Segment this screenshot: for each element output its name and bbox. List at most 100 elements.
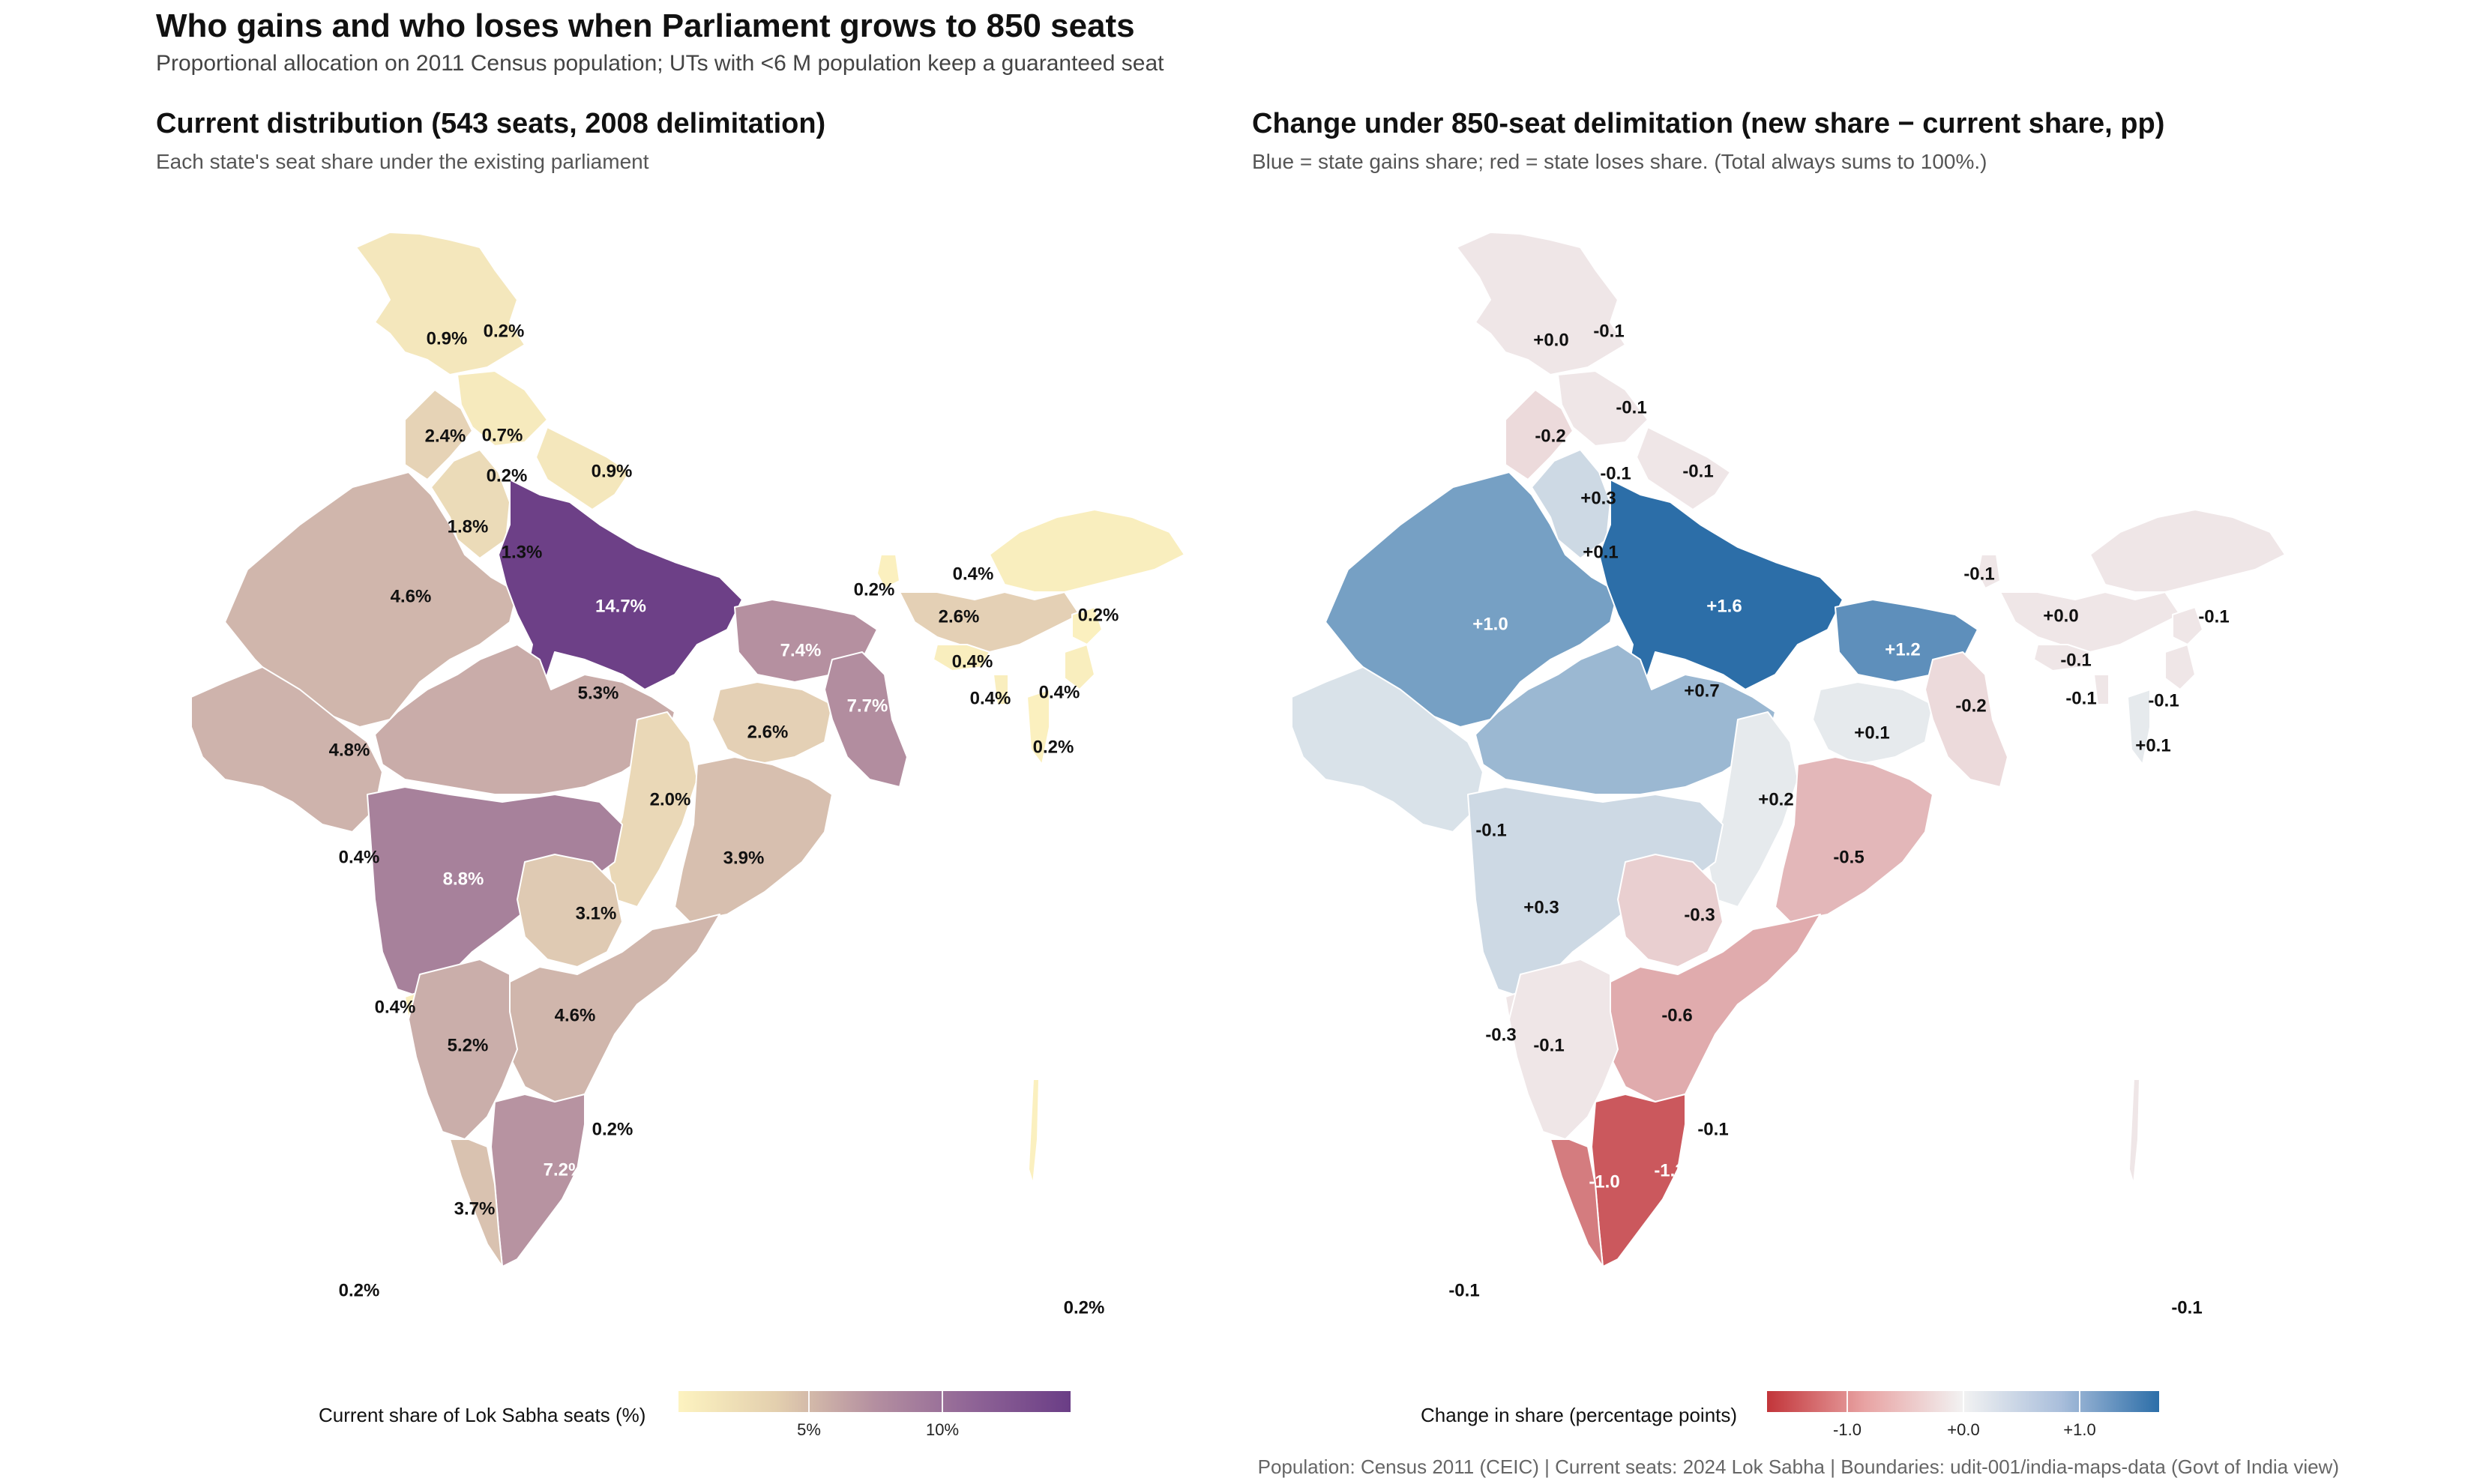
state-haryana-delhi-change	[1531, 449, 1611, 559]
region-value-label: 3.7%	[454, 1198, 496, 1219]
left-legend-tick-label: 5%	[797, 1420, 821, 1439]
region-value-label: +0.3	[1580, 488, 1616, 508]
region-value-label: -1.0	[1589, 1171, 1619, 1192]
region-value-label: -0.1	[2065, 688, 2096, 708]
region-value-label: 2.4%	[425, 426, 466, 446]
region-value-label: -0.1	[2060, 650, 2091, 670]
state-assam-change	[1999, 591, 2181, 653]
state-gujarat	[190, 666, 383, 833]
region-value-label: 7.4%	[780, 640, 822, 660]
region-value-label: -0.1	[1448, 1280, 1479, 1300]
region-value-label: 0.4%	[339, 847, 380, 867]
region-value-label: +0.0	[2043, 606, 2078, 626]
region-value-label: 7.7%	[847, 696, 888, 716]
region-value-label: 3.1%	[576, 903, 617, 923]
left-map: 0.9% 0.2% 2.4% 0.7% 0.2% 0.9% 1.8% 1.3% 14.7% 4.6…	[190, 232, 1185, 1318]
state-manipur	[1064, 644, 1095, 690]
region-value-label: +1.6	[1706, 596, 1742, 616]
region-value-label: 0.9%	[592, 461, 633, 481]
region-value-label: 5.3%	[578, 683, 619, 703]
region-value-label: +0.0	[1533, 330, 1568, 350]
region-value-label: 0.2%	[1033, 737, 1074, 757]
state-telangana	[517, 854, 623, 968]
state-punjab	[404, 389, 473, 480]
state-nagaland	[1071, 606, 1103, 645]
region-value-label: 0.2%	[1078, 605, 1119, 625]
state-punjab-change	[1505, 389, 1574, 480]
state-mizoram-change	[2127, 689, 2151, 765]
state-himachal-change	[1557, 370, 1649, 447]
region-value-label: 0.2%	[484, 321, 525, 341]
region-value-label: 5.2%	[448, 1035, 489, 1055]
region-value-label: -0.1	[2171, 1297, 2202, 1318]
state-mizoram	[1026, 689, 1050, 765]
region-value-label: -0.1	[1963, 564, 1994, 584]
region-value-label: 4.6%	[555, 1005, 596, 1025]
region-value-label: 4.8%	[329, 740, 370, 760]
state-jharkhand-change	[1812, 681, 1933, 765]
right-legend-tick	[2079, 1391, 2080, 1412]
state-tripura	[993, 674, 1009, 705]
region-value-label: -0.1	[1600, 463, 1631, 483]
region-value-label: +0.1	[1854, 723, 1889, 743]
right-map: +0.0 -0.1 -0.1 -0.2 -0.1 -0.1 +0.3 +0.1 +1.6 -0.1…	[1291, 232, 2286, 1318]
state-manipur-change	[2164, 644, 2196, 690]
region-value-label: 0.2%	[592, 1119, 633, 1139]
region-value-label: -0.1	[2198, 606, 2229, 627]
region-value-label: +1.0	[1472, 614, 1508, 634]
figure-title: Who gains and who loses when Parliament …	[156, 7, 1135, 44]
left-legend-title: Current share of Lok Sabha seats (%)	[319, 1404, 646, 1426]
right-legend-tick	[1847, 1391, 1848, 1412]
state-tripura-change	[2093, 674, 2110, 705]
region-value-label: -0.1	[1697, 1119, 1728, 1139]
right-legend-tick-label: +0.0	[1947, 1420, 1980, 1439]
right-panel-subtitle: Blue = state gains share; red = state lo…	[1252, 150, 1987, 173]
right-legend-title: Change in share (percentage points)	[1421, 1404, 1738, 1426]
region-value-label: +0.3	[1523, 897, 1559, 917]
left-panel-title: Current distribution (543 seats, 2008 de…	[156, 108, 826, 139]
region-value-label: 0.4%	[953, 564, 994, 584]
region-value-label: -0.6	[1661, 1005, 1692, 1025]
region-value-label: +0.2	[1758, 789, 1793, 809]
region-value-label: -0.1	[1533, 1035, 1564, 1055]
state-chhattisgarh	[607, 711, 698, 908]
region-value-label: 0.2%	[1064, 1297, 1105, 1318]
state-arunachal-change	[2089, 509, 2286, 593]
region-value-label: 2.0%	[650, 789, 691, 809]
state-sikkim	[876, 554, 900, 589]
region-value-label: 0.4%	[1039, 682, 1080, 702]
state-meghalaya-change	[2033, 644, 2091, 672]
figure-subtitle: Proportional allocation on 2011 Census p…	[156, 51, 1164, 76]
state-nagaland-change	[2172, 606, 2203, 645]
state-uttarakhand-change	[1636, 426, 1731, 510]
state-andaman-change	[2128, 1079, 2140, 1185]
state-jammu-kashmir-change	[1456, 232, 1626, 375]
region-value-label: 14.7%	[595, 596, 646, 616]
state-jammu-kashmir	[355, 232, 526, 375]
state-haryana-delhi	[430, 449, 511, 559]
region-value-label: -0.3	[1485, 1025, 1516, 1045]
state-telangana-change	[1617, 854, 1724, 968]
state-himachal	[457, 370, 548, 447]
region-value-label: 2.6%	[939, 606, 980, 627]
region-value-label: 0.2%	[487, 465, 528, 486]
state-gujarat-change	[1291, 666, 1484, 833]
region-value-label: 0.7%	[482, 425, 523, 445]
state-chhattisgarh-change	[1707, 711, 1799, 908]
region-value-label: 8.8%	[443, 869, 484, 889]
right-legend-tick-label: -1.0	[1833, 1420, 1861, 1439]
region-value-label: 0.4%	[970, 688, 1011, 708]
left-legend-colorbar	[678, 1391, 1071, 1412]
region-value-label: -0.1	[1616, 397, 1646, 417]
region-value-label: +0.7	[1684, 681, 1719, 701]
state-west-bengal-change	[1924, 651, 2008, 788]
region-value-label: -0.5	[1833, 847, 1864, 867]
region-value-label: 7.2%	[544, 1159, 585, 1180]
region-value-label: 0.2%	[854, 579, 895, 600]
state-andaman	[1028, 1079, 1040, 1185]
state-andhra-pradesh-change	[1602, 914, 1821, 1103]
region-value-label: 1.3%	[502, 542, 543, 562]
region-value-label: -0.2	[1955, 696, 1986, 716]
state-arunachal	[989, 509, 1185, 593]
left-legend-tick	[808, 1391, 810, 1412]
